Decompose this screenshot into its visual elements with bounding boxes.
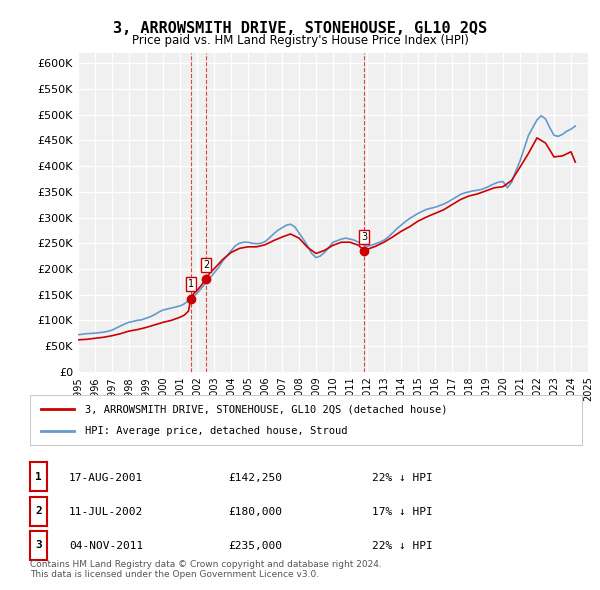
Text: 2: 2 [203,260,209,270]
Text: 22% ↓ HPI: 22% ↓ HPI [372,473,433,483]
Text: Price paid vs. HM Land Registry's House Price Index (HPI): Price paid vs. HM Land Registry's House … [131,34,469,47]
Text: 3, ARROWSMITH DRIVE, STONEHOUSE, GL10 2QS (detached house): 3, ARROWSMITH DRIVE, STONEHOUSE, GL10 2Q… [85,404,448,414]
Text: 17-AUG-2001: 17-AUG-2001 [69,473,143,483]
Text: 2: 2 [35,506,42,516]
Text: Contains HM Land Registry data © Crown copyright and database right 2024.
This d: Contains HM Land Registry data © Crown c… [30,560,382,579]
Text: 17% ↓ HPI: 17% ↓ HPI [372,507,433,517]
Text: 3: 3 [361,232,367,242]
Text: 22% ↓ HPI: 22% ↓ HPI [372,541,433,551]
Text: 3: 3 [35,540,42,550]
Text: £180,000: £180,000 [228,507,282,517]
Text: £235,000: £235,000 [228,541,282,551]
Text: 04-NOV-2011: 04-NOV-2011 [69,541,143,551]
Text: 3, ARROWSMITH DRIVE, STONEHOUSE, GL10 2QS: 3, ARROWSMITH DRIVE, STONEHOUSE, GL10 2Q… [113,21,487,35]
Text: £142,250: £142,250 [228,473,282,483]
Text: 1: 1 [188,279,194,289]
Text: 11-JUL-2002: 11-JUL-2002 [69,507,143,517]
Text: 1: 1 [35,472,42,482]
Text: HPI: Average price, detached house, Stroud: HPI: Average price, detached house, Stro… [85,427,348,437]
